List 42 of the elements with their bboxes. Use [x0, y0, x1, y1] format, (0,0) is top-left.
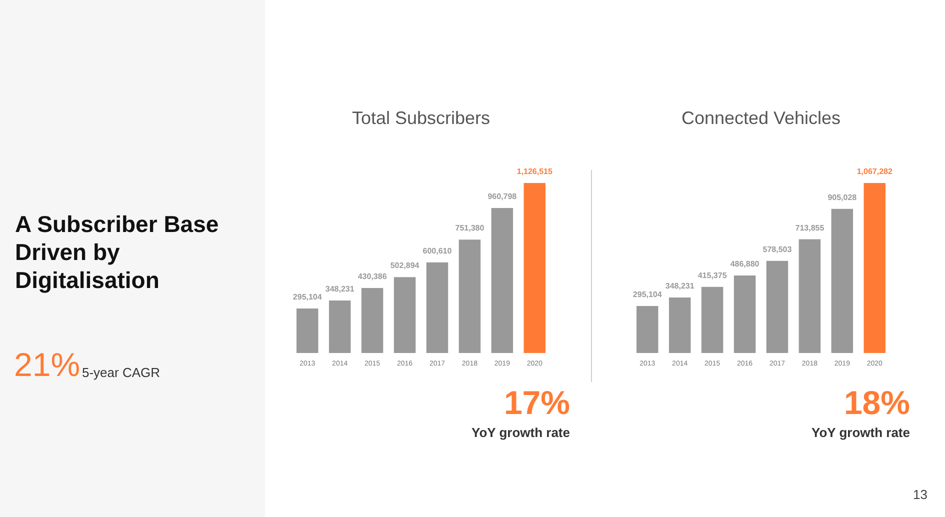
data-label: 1,126,515	[516, 167, 553, 176]
bar	[394, 277, 416, 353]
data-label: 430,386	[358, 272, 388, 282]
text: 21%	[14, 346, 80, 384]
bar	[668, 298, 691, 353]
bar	[798, 239, 821, 353]
bar	[734, 275, 756, 353]
data-label: 600,610	[422, 246, 452, 256]
bar	[831, 208, 854, 353]
data-label: 295,104	[292, 292, 322, 302]
bar	[701, 286, 724, 353]
bar	[296, 308, 318, 353]
text: 13	[913, 487, 928, 502]
data-label: 578,503	[762, 244, 792, 254]
text: 18%	[844, 384, 910, 422]
text: 5-year CAGR	[82, 365, 160, 380]
bar	[864, 183, 886, 353]
data-label: 502,894	[390, 261, 420, 270]
data-label: 1,067,282	[856, 167, 893, 176]
data-label: 348,231	[665, 282, 695, 291]
bar	[636, 306, 658, 353]
data-label: 415,375	[698, 270, 728, 280]
text: YoY growth rate	[472, 425, 570, 440]
text: A Subscriber Base Driven by Digitalisation	[15, 210, 220, 294]
bar	[766, 260, 788, 353]
data-label: 905,028	[828, 192, 858, 202]
chart-title: Connected Vehicles	[681, 108, 841, 128]
data-label: 713,855	[795, 223, 825, 232]
data-label: 960,798	[488, 192, 518, 202]
bar	[328, 300, 351, 353]
bar	[458, 240, 481, 353]
bar	[426, 262, 448, 353]
data-label: 295,104	[632, 290, 662, 299]
text: 17%	[504, 384, 570, 422]
text: YoY growth rate	[812, 425, 910, 440]
bar	[491, 208, 514, 353]
data-label: 751,380	[455, 224, 485, 233]
data-label: 486,880	[730, 259, 760, 268]
bar	[361, 288, 384, 353]
data-label: 348,231	[325, 284, 355, 294]
bar	[524, 183, 546, 353]
chart-title: Total Subscribers	[352, 108, 490, 128]
